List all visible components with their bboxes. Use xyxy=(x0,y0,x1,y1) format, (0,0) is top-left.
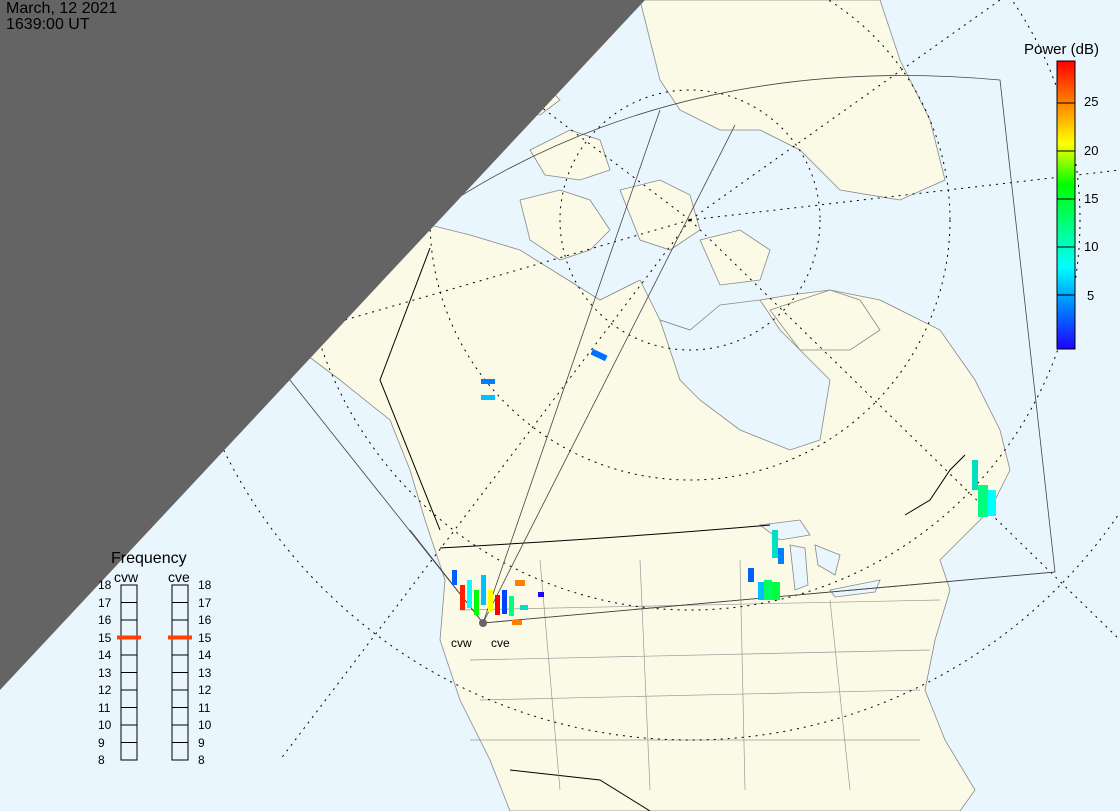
frequency-cell xyxy=(120,689,138,708)
frequency-tick: 8 xyxy=(98,753,105,767)
frequency-tick: 15 xyxy=(98,630,112,645)
radar-echoes xyxy=(452,348,996,625)
frequency-tick: 9 xyxy=(98,735,105,750)
frequency-cell xyxy=(171,742,189,761)
great-lakes xyxy=(758,519,881,598)
frequency-tick: 17 xyxy=(198,595,212,610)
lat-lon-grid xyxy=(0,0,1120,761)
frequency-cell xyxy=(171,689,189,708)
frequency-tick: 13 xyxy=(198,665,212,680)
frequency-cell xyxy=(171,637,189,656)
country-borders xyxy=(379,247,966,811)
frequency-cell xyxy=(120,707,138,726)
frequency-tick: 13 xyxy=(98,665,112,680)
frequency-tick: 9 xyxy=(198,735,205,750)
frequency-tick: 10 xyxy=(198,718,212,732)
frequency-cell xyxy=(120,584,138,603)
frequency-tick: 17 xyxy=(98,595,112,610)
frequency-tick: 12 xyxy=(198,683,212,697)
frequency-cell xyxy=(120,654,138,673)
frequency-cell xyxy=(120,672,138,691)
site-label-cve: cve xyxy=(491,636,510,650)
frequency-cell xyxy=(171,619,189,638)
frequency-cell xyxy=(120,724,138,743)
colorbar-tick: 20 xyxy=(1084,143,1099,158)
frequency-indicators xyxy=(117,584,192,761)
radar-site-marker xyxy=(479,619,487,627)
frequency-tick: 16 xyxy=(198,613,212,627)
colorbar-tick: 10 xyxy=(1084,239,1099,254)
frequency-tick: 12 xyxy=(98,683,112,697)
frequency-cell xyxy=(171,707,189,726)
frequency-tick: 18 xyxy=(198,578,212,592)
frequency-tick: 10 xyxy=(98,718,112,732)
frequency-cell xyxy=(171,602,189,621)
land xyxy=(249,0,1011,811)
frequency-tick: 8 xyxy=(198,753,205,767)
frequency-cell xyxy=(171,724,189,743)
state-borders xyxy=(459,559,941,791)
date-label: March, 12 2021 xyxy=(6,0,118,17)
frequency-radar-name: cve xyxy=(168,569,190,585)
frequency-cell xyxy=(171,672,189,691)
frequency-tick: 15 xyxy=(198,630,212,645)
frequency-tick: 18 xyxy=(98,578,112,592)
site-label-cvw: cvw xyxy=(451,636,472,650)
frequency-cell xyxy=(171,584,189,603)
colorbar-tick: 15 xyxy=(1084,191,1099,206)
frequency-tick: 11 xyxy=(98,700,111,715)
time-label: 1639:00 UT xyxy=(6,16,90,33)
frequency-radar-name: cvw xyxy=(114,569,139,585)
frequency-marker xyxy=(168,635,192,640)
frequency-cell xyxy=(120,602,138,621)
colorbar-gradient xyxy=(1056,60,1076,350)
frequency-tick: 14 xyxy=(98,648,112,662)
frequency-tick: 14 xyxy=(198,648,212,662)
frequency-cell xyxy=(120,637,138,656)
frequency-cell xyxy=(120,619,138,638)
frequency-marker xyxy=(117,635,141,640)
frequency-tick: 11 xyxy=(198,700,211,715)
night-terminator xyxy=(0,0,645,690)
colorbar-tick: 5 xyxy=(1087,288,1095,303)
frequency-cell xyxy=(171,654,189,673)
power-colorbar xyxy=(1056,60,1076,350)
colorbar-title: Power (dB) xyxy=(1024,41,1100,58)
colorbar-tick: 25 xyxy=(1084,94,1099,109)
frequency-tick: 16 xyxy=(98,613,112,627)
frequency-cell xyxy=(120,742,138,761)
frequency-title: Frequency xyxy=(111,550,187,567)
